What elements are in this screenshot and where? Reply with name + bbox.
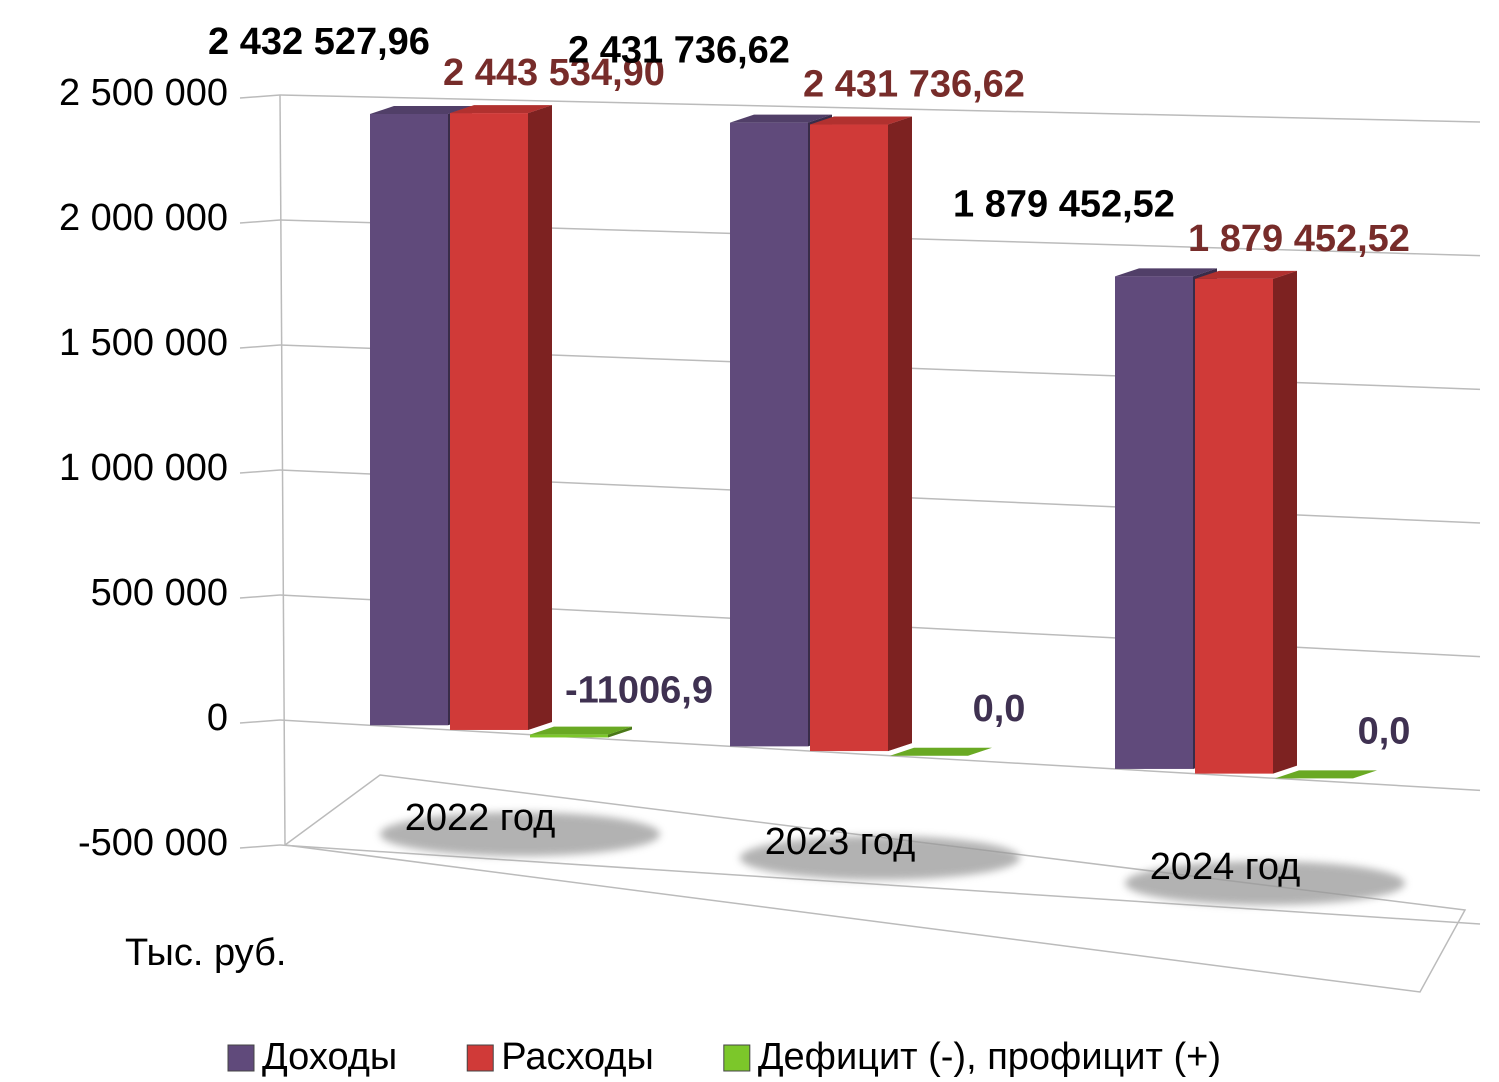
bar-side-shade xyxy=(888,116,912,752)
bar xyxy=(810,124,888,752)
data-label: 2 431 736,62 xyxy=(568,30,790,72)
x-tick-label: 2022 год xyxy=(405,797,556,839)
label-shadow xyxy=(1125,861,1405,906)
bar-top-shade xyxy=(530,726,632,735)
y-tick-label: 1 500 000 xyxy=(59,322,228,364)
data-label: 2 443 534,90 xyxy=(443,52,665,94)
bar-top xyxy=(370,105,472,114)
label-shadow xyxy=(380,812,660,857)
bar-top-shade xyxy=(810,116,912,125)
tick-mark xyxy=(239,719,281,724)
tick-mark xyxy=(239,344,281,349)
x-tick-label: 2023 год xyxy=(765,821,916,863)
data-label: 0,0 xyxy=(1358,710,1411,752)
axis-label: Тыс. руб. xyxy=(125,932,286,974)
legend-swatch xyxy=(723,1044,751,1072)
bar xyxy=(450,113,528,730)
bar-side-shade xyxy=(608,726,632,738)
bar-top-shade xyxy=(730,114,832,123)
bar-side xyxy=(608,726,632,738)
grid-line xyxy=(279,719,1481,792)
y-tick-label: 1 000 000 xyxy=(59,447,228,489)
legend-swatch xyxy=(466,1044,494,1072)
tick-mark xyxy=(239,94,281,99)
bar-top xyxy=(530,726,632,735)
data-label: 1 879 452,52 xyxy=(1188,218,1410,260)
data-label: 2 432 527,96 xyxy=(208,21,430,63)
bar-top xyxy=(1195,270,1297,279)
bar-top xyxy=(890,747,992,756)
bar xyxy=(730,122,808,747)
bar-top-shade xyxy=(890,747,992,756)
data-label: -11006,9 xyxy=(565,669,713,711)
bar-top xyxy=(1275,770,1377,779)
grid-line xyxy=(279,844,1481,925)
bar xyxy=(1195,278,1273,774)
bar xyxy=(370,113,448,726)
bar-top xyxy=(730,114,832,123)
bar-top xyxy=(450,105,552,114)
bar-top-shade xyxy=(370,105,472,114)
bar-side-shade xyxy=(1273,270,1297,774)
y-tick-label: 2 500 000 xyxy=(59,72,228,114)
y-tick-label: 2 000 000 xyxy=(59,197,228,239)
x-tick-label: 2024 год xyxy=(1150,846,1301,888)
bar-top-shade xyxy=(1115,268,1217,277)
tick-mark xyxy=(239,594,281,599)
tick-mark xyxy=(239,469,281,474)
bar-top xyxy=(1115,268,1217,277)
legend-label: Доходы xyxy=(262,1036,397,1078)
y-tick-label: 0 xyxy=(207,697,228,739)
data-label: 1 879 452,52 xyxy=(953,183,1175,225)
bar xyxy=(1115,276,1193,769)
bar-top-shade xyxy=(450,105,552,114)
grid-line xyxy=(279,94,1481,123)
tick-mark xyxy=(239,219,281,224)
data-label: 0,0 xyxy=(973,688,1026,730)
bar xyxy=(530,734,608,738)
bar-top-shade xyxy=(1275,770,1377,779)
tick-mark xyxy=(239,844,281,849)
y-tick-label: -500 000 xyxy=(78,822,228,864)
bar-side xyxy=(528,105,552,730)
bar-side xyxy=(888,116,912,752)
data-label: 2 431 736,62 xyxy=(803,64,1025,106)
legend-label: Расходы xyxy=(501,1036,654,1078)
bar-side xyxy=(1273,270,1297,774)
legend-swatch xyxy=(227,1044,255,1072)
y-tick-label: 500 000 xyxy=(91,572,228,614)
bar-top-shade xyxy=(1195,270,1297,279)
legend-label: Дефицит (-), профицит (+) xyxy=(758,1036,1221,1078)
bar-side-shade xyxy=(528,105,552,730)
bar-top xyxy=(810,116,912,125)
label-shadow xyxy=(740,835,1020,880)
